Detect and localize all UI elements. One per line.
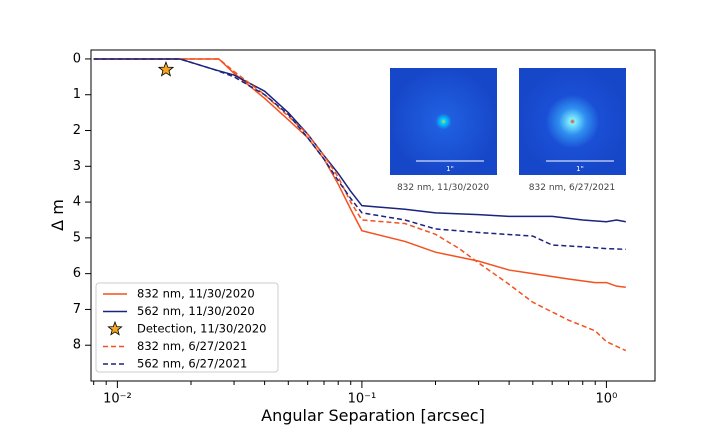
- y-tick-label: 1: [73, 87, 81, 102]
- inset-caption: 832 nm, 6/27/2021: [529, 183, 615, 193]
- series-line: [93, 58, 627, 352]
- plot-frame: [90, 49, 656, 382]
- inset-1: 1" 832 nm, 11/30/2020: [390, 68, 497, 193]
- y-tick-label: 0: [73, 51, 81, 66]
- legend-marker: [107, 320, 123, 336]
- detection-marker: [157, 61, 175, 77]
- scale-label: 1": [446, 165, 454, 173]
- y-tick-label: 5: [73, 230, 81, 245]
- legend-label: 832 nm, 6/27/2021: [137, 339, 247, 353]
- series-line: [93, 58, 626, 223]
- series-line: [93, 58, 626, 251]
- x-tick-label: 10⁻¹: [348, 392, 377, 407]
- y-tick-label: 8: [73, 338, 81, 353]
- y-tick-label: 3: [73, 159, 81, 174]
- scale-label: 1": [576, 165, 584, 173]
- legend-label: 562 nm, 11/30/2020: [137, 304, 255, 318]
- inset-caption: 832 nm, 11/30/2020: [397, 183, 489, 193]
- plot-area: [93, 58, 627, 352]
- y-tick-label: 7: [73, 302, 81, 317]
- y-tick-label: 2: [73, 123, 81, 138]
- y-tick-label: 6: [73, 266, 81, 281]
- legend-box: [95, 282, 279, 373]
- inset-2: 1" 832 nm, 6/27/2021: [519, 68, 626, 193]
- x-axis-label: Angular Separation [arcsec]: [261, 406, 485, 425]
- series-line: [93, 58, 626, 288]
- x-tick-label: 10⁰: [596, 392, 618, 407]
- x-tick-label: 10⁻²: [103, 392, 132, 407]
- inset-image: [519, 68, 626, 175]
- legend-label: Detection, 11/30/2020: [137, 322, 266, 336]
- legend-label: 832 nm, 11/30/2020: [137, 287, 255, 301]
- legend-label: 562 nm, 6/27/2021: [137, 357, 247, 371]
- y-axis-label: Δ m: [48, 199, 67, 231]
- inset-image: [390, 68, 497, 175]
- y-tick-label: 4: [73, 195, 81, 210]
